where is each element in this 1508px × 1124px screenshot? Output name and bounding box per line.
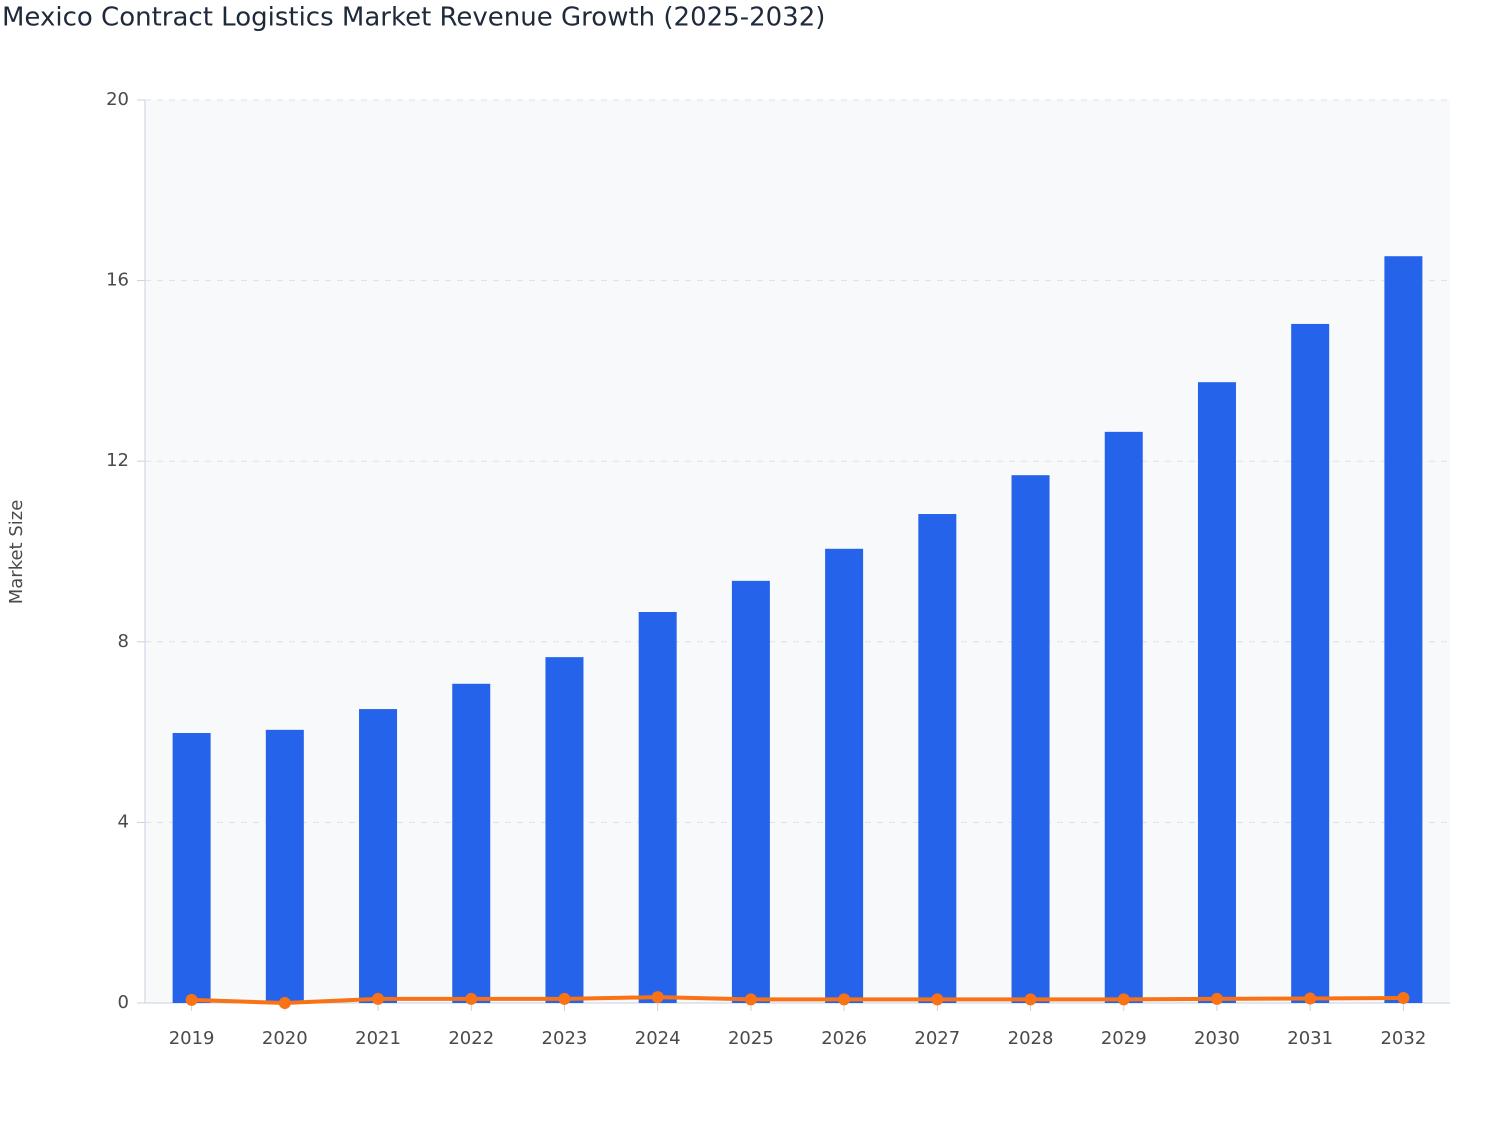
x-tick-label: 2032	[1380, 1028, 1426, 1049]
x-tick-label: 2020	[262, 1028, 308, 1049]
x-tick-label: 2024	[635, 1028, 681, 1049]
line-point	[651, 991, 664, 1004]
bar	[638, 612, 677, 1003]
x-tick-label: 2028	[1008, 1028, 1054, 1049]
y-tick-label: 16	[106, 270, 129, 291]
line-point	[744, 993, 757, 1006]
chart-title: Mexico Contract Logistics Market Revenue…	[2, 3, 825, 33]
bar	[731, 580, 770, 1003]
line-point	[372, 992, 385, 1005]
line	[191, 995, 1404, 1006]
y-tick-label: 12	[106, 450, 129, 471]
y-tick-label: 4	[118, 811, 129, 832]
x-tick-label: 2023	[542, 1028, 588, 1049]
line-point	[278, 997, 291, 1009]
x-tick-label: 2026	[821, 1028, 867, 1049]
bar	[1197, 382, 1236, 1003]
bar	[265, 729, 304, 1003]
x-tick-label: 2029	[1101, 1028, 1147, 1049]
bar	[918, 514, 957, 1003]
plot-background	[145, 100, 1450, 1003]
x-tick-label: 2027	[914, 1028, 960, 1049]
line-point	[1210, 992, 1223, 1005]
line-point	[1117, 993, 1130, 1006]
bar	[545, 657, 584, 1003]
line-point	[931, 993, 944, 1006]
bar	[1384, 256, 1423, 1003]
bar	[1104, 431, 1143, 1003]
line-point	[185, 993, 198, 1006]
bar	[359, 709, 398, 1003]
x-tick-label: 2025	[728, 1028, 774, 1049]
x-tick-label: 2021	[355, 1028, 401, 1049]
line-point	[1024, 993, 1037, 1006]
y-tick-label: 0	[118, 992, 129, 1013]
line-point	[465, 992, 478, 1005]
y-tick-label: 20	[106, 89, 129, 110]
line-point	[838, 993, 851, 1006]
bar	[1011, 475, 1050, 1003]
bar	[1291, 323, 1330, 1004]
y-tick-label: 8	[118, 631, 129, 652]
line-point	[1397, 992, 1410, 1005]
bar	[172, 733, 211, 1003]
x-tick-label: 2030	[1194, 1028, 1240, 1049]
x-tick-label: 2019	[169, 1028, 215, 1049]
line-point	[558, 992, 571, 1005]
x-tick-label: 2031	[1287, 1028, 1333, 1049]
x-tick-label: 2022	[448, 1028, 494, 1049]
line-point	[1304, 992, 1317, 1005]
bar	[825, 548, 864, 1003]
bar	[452, 683, 491, 1003]
y-axis-label: Market Size	[6, 500, 27, 605]
